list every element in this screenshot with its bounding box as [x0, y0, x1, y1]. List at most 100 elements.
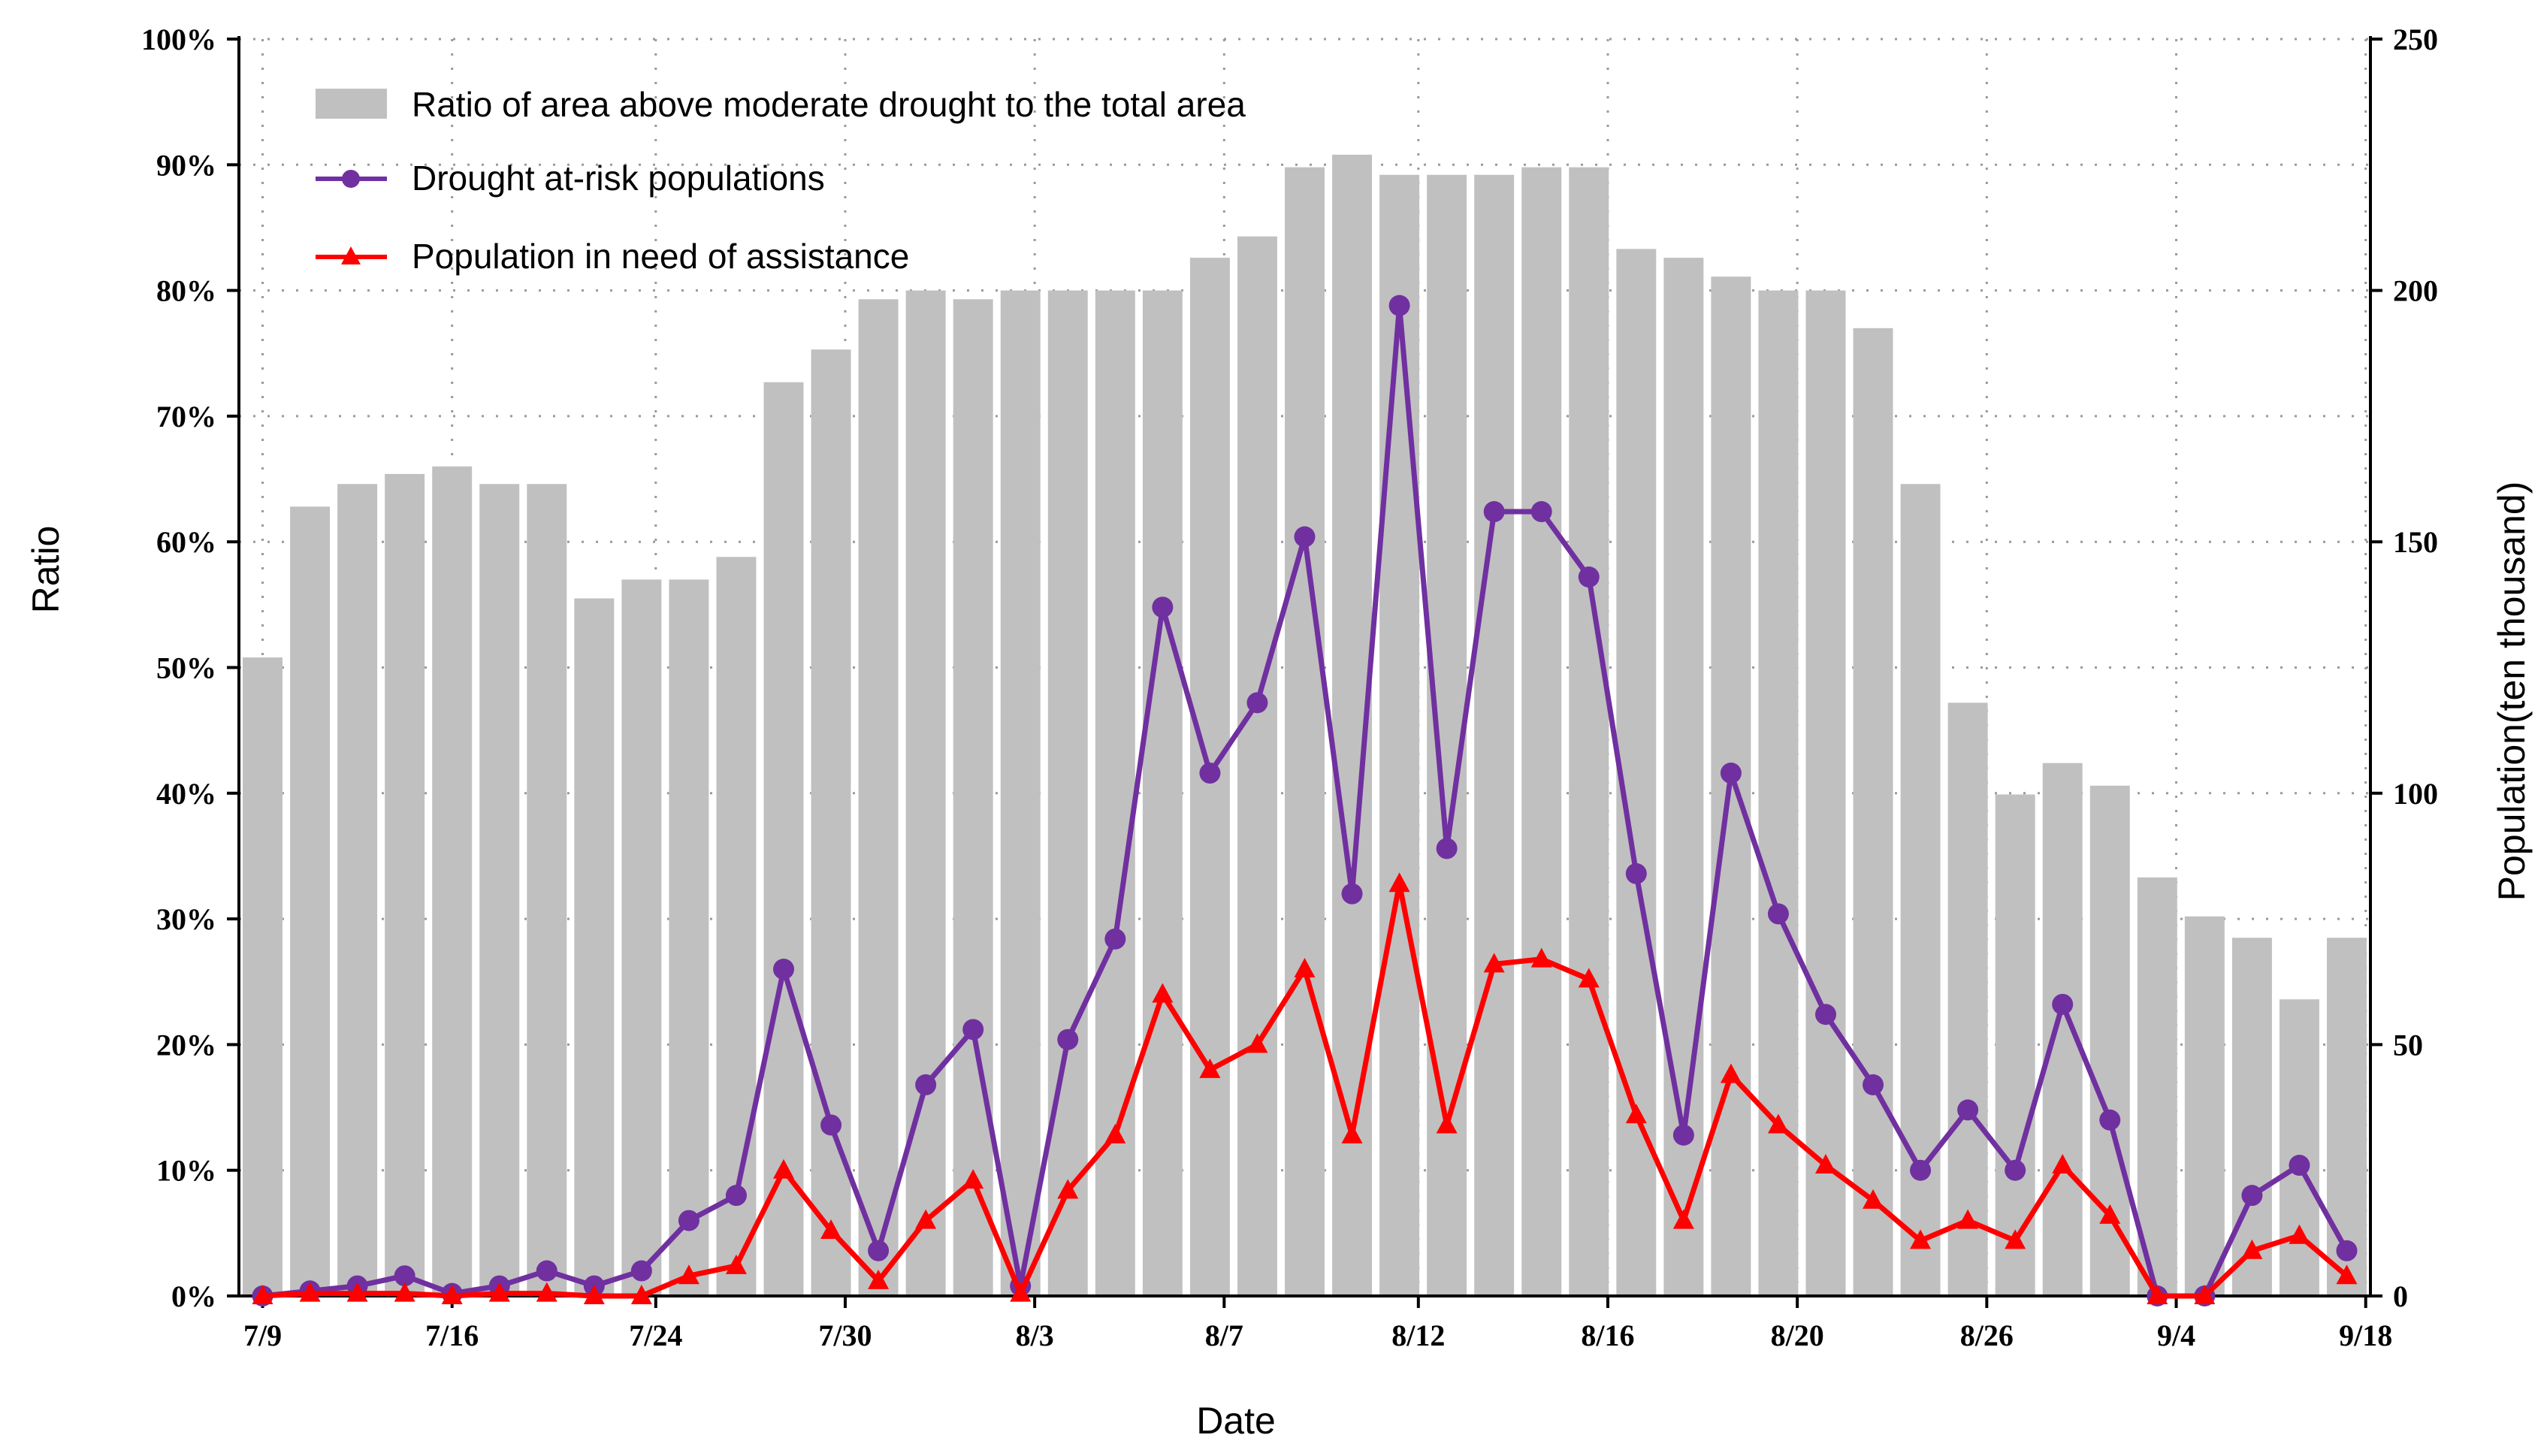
tick-labels: 0% 10% 20% 30% 40% 50% 60% 70% 80% 90% 100% 0 50 100 1… [141, 23, 2438, 1352]
point-need-assistance [1057, 1179, 1079, 1199]
point-need-assistance [1436, 1113, 1458, 1134]
bar [2279, 999, 2319, 1296]
x-axis-title: Date [1196, 1400, 1276, 1442]
point-at-risk [2099, 1109, 2121, 1131]
x-tick-label: 8/7 [1205, 1319, 1243, 1352]
point-at-risk [2005, 1159, 2026, 1181]
y-tick-label-left: 40% [156, 777, 216, 811]
bar [1285, 167, 1325, 1296]
y-tick-label-left: 30% [156, 902, 216, 936]
legend-swatch-bar [316, 89, 387, 119]
point-need-assistance [536, 1282, 557, 1302]
point-at-risk [915, 1074, 937, 1095]
y-tick-label-left: 90% [156, 148, 216, 182]
x-tick-label: 8/16 [1581, 1319, 1634, 1352]
point-at-risk [820, 1114, 842, 1136]
point-at-risk [773, 959, 795, 980]
point-at-risk [1152, 597, 1174, 618]
point-need-assistance [1863, 1189, 1884, 1209]
y-axis-left-title: Ratio [25, 526, 67, 614]
y-tick-label-right: 200 [2393, 274, 2438, 308]
point-need-assistance [1483, 953, 1505, 973]
point-at-risk [725, 1185, 747, 1207]
point-need-assistance [1294, 958, 1316, 978]
point-at-risk [1578, 566, 1600, 588]
x-tick-label: 8/12 [1391, 1319, 1445, 1352]
bar [1047, 290, 1088, 1297]
point-at-risk [1957, 1099, 1979, 1121]
point-at-risk [1294, 526, 1316, 548]
point-at-risk [1863, 1074, 1884, 1095]
bar [479, 484, 520, 1297]
bar [1237, 236, 1277, 1296]
point-need-assistance [773, 1158, 795, 1179]
point-need-assistance [1530, 947, 1552, 968]
point-at-risk [1057, 1029, 1079, 1050]
point-need-assistance [2005, 1229, 2026, 1249]
point-at-risk [1910, 1159, 1932, 1181]
point-at-risk [1720, 763, 1742, 784]
point-at-risk [678, 1210, 699, 1231]
legend-marker-assistance [341, 246, 361, 264]
y-tick-label-left: 20% [156, 1028, 216, 1062]
legend-label-at-risk: Drought at-risk populations [412, 159, 825, 198]
point-need-assistance [1388, 872, 1410, 893]
line-series [252, 295, 2358, 1306]
point-need-assistance [1246, 1033, 1268, 1053]
bar [811, 349, 851, 1297]
bar [1379, 174, 1420, 1297]
y-tick-label-right: 50 [2393, 1028, 2423, 1062]
point-at-risk [1672, 1124, 1694, 1146]
y-tick-label-left: 100% [141, 23, 216, 56]
point-at-risk [1625, 862, 1647, 884]
point-need-assistance [915, 1209, 937, 1229]
legend-label-bar: Ratio of area above moderate drought to … [412, 85, 1246, 124]
x-tick-label: 8/26 [1960, 1319, 2014, 1352]
point-at-risk [1388, 295, 1410, 316]
point-at-risk [1436, 838, 1458, 859]
point-need-assistance [2336, 1264, 2358, 1285]
bar [621, 579, 662, 1296]
point-need-assistance [1767, 1113, 1789, 1134]
bar [2231, 938, 2272, 1296]
y-tick-label-left: 0% [171, 1279, 216, 1313]
x-tick-label: 9/4 [2157, 1319, 2195, 1352]
point-need-assistance [1578, 968, 1600, 988]
point-need-assistance [1625, 1104, 1647, 1124]
point-at-risk [868, 1240, 890, 1261]
point-need-assistance [678, 1264, 699, 1285]
y-axis-right-title: Population(ten thousand) [2491, 482, 2533, 902]
point-need-assistance [1910, 1229, 1932, 1249]
bar [290, 506, 331, 1297]
y-tick-label-right: 150 [2393, 525, 2438, 559]
point-need-assistance [630, 1285, 652, 1304]
x-tick-label: 7/16 [425, 1319, 479, 1352]
point-at-risk [1767, 903, 1789, 925]
point-at-risk [962, 1019, 984, 1041]
point-need-assistance [1152, 983, 1174, 1003]
point-need-assistance [441, 1285, 463, 1304]
point-need-assistance [962, 1169, 984, 1189]
point-at-risk [1199, 763, 1221, 784]
bar [432, 466, 473, 1296]
point-need-assistance [2099, 1204, 2121, 1224]
point-need-assistance [2241, 1239, 2263, 1259]
point-need-assistance [2147, 1285, 2168, 1304]
bar [858, 299, 899, 1296]
point-need-assistance [2289, 1224, 2310, 1244]
bar [716, 557, 757, 1296]
bar [1142, 290, 1183, 1297]
y-tick-label-right: 100 [2393, 777, 2438, 811]
point-at-risk [1341, 883, 1363, 905]
bar [385, 473, 425, 1297]
point-need-assistance [583, 1285, 605, 1304]
point-at-risk [630, 1260, 652, 1282]
legend-marker-at-risk [342, 170, 360, 188]
point-need-assistance [1199, 1058, 1221, 1078]
bar [1521, 167, 1562, 1296]
bar [1947, 702, 1988, 1296]
bar [2042, 763, 2083, 1296]
bar [527, 484, 567, 1297]
bar [1095, 290, 1135, 1297]
